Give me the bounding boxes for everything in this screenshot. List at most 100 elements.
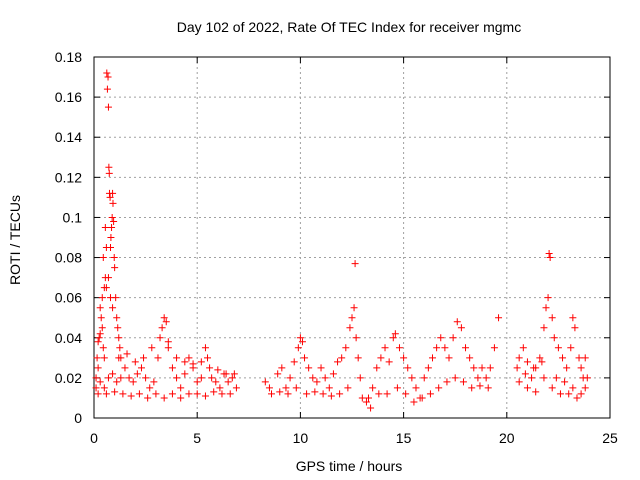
data-point bbox=[294, 344, 302, 352]
y-tick-label: 0.16 bbox=[55, 89, 82, 105]
data-point bbox=[292, 384, 300, 392]
data-point bbox=[561, 378, 569, 386]
data-point bbox=[381, 344, 389, 352]
data-point bbox=[581, 384, 589, 392]
data-point bbox=[550, 334, 558, 342]
data-point bbox=[391, 330, 399, 338]
data-point bbox=[181, 370, 189, 378]
data-point bbox=[193, 378, 201, 386]
data-point bbox=[476, 382, 484, 390]
data-point bbox=[329, 370, 337, 378]
data-point bbox=[232, 384, 240, 392]
data-point bbox=[548, 314, 556, 322]
data-point bbox=[206, 364, 214, 372]
data-point bbox=[201, 344, 209, 352]
data-point bbox=[577, 390, 585, 398]
data-point bbox=[96, 330, 104, 338]
data-point bbox=[193, 390, 201, 398]
data-point bbox=[197, 358, 205, 366]
data-point bbox=[274, 370, 282, 378]
data-point bbox=[375, 390, 383, 398]
x-tick-label: 5 bbox=[193, 430, 201, 446]
data-point bbox=[577, 364, 585, 372]
data-point bbox=[111, 388, 119, 396]
data-point bbox=[92, 384, 100, 392]
data-point bbox=[108, 223, 116, 231]
data-point bbox=[457, 324, 465, 332]
data-point bbox=[342, 344, 350, 352]
data-point bbox=[530, 364, 538, 372]
data-point bbox=[367, 404, 375, 412]
data-point bbox=[92, 374, 100, 382]
data-point bbox=[268, 390, 276, 398]
data-point bbox=[482, 374, 490, 382]
data-point bbox=[103, 69, 111, 77]
data-point bbox=[290, 358, 298, 366]
data-point bbox=[559, 354, 567, 362]
x-tick-label: 10 bbox=[293, 430, 309, 446]
data-point bbox=[459, 378, 467, 386]
data-point bbox=[140, 354, 148, 362]
data-point bbox=[528, 374, 536, 382]
data-point bbox=[107, 294, 115, 302]
data-point bbox=[554, 344, 562, 352]
data-point bbox=[218, 390, 226, 398]
data-point bbox=[567, 344, 575, 352]
data-point bbox=[538, 358, 546, 366]
data-point bbox=[95, 334, 103, 342]
data-point bbox=[150, 378, 158, 386]
data-point bbox=[424, 364, 432, 372]
data-point bbox=[532, 388, 540, 396]
data-point bbox=[189, 360, 197, 368]
y-tick-label: 0.18 bbox=[55, 49, 82, 65]
data-point bbox=[98, 324, 106, 332]
data-point bbox=[210, 388, 218, 396]
data-point bbox=[108, 213, 116, 221]
data-point bbox=[311, 388, 319, 396]
data-point bbox=[106, 193, 114, 201]
x-axis-label: GPS time / hours bbox=[296, 458, 403, 474]
data-point bbox=[109, 370, 117, 378]
y-tick-label: 0.12 bbox=[55, 169, 82, 185]
data-point bbox=[119, 390, 127, 398]
data-point bbox=[521, 370, 529, 378]
data-point bbox=[389, 334, 397, 342]
x-tick-label: 20 bbox=[499, 430, 515, 446]
data-point bbox=[107, 234, 115, 241]
data-point bbox=[523, 384, 531, 392]
data-point bbox=[131, 358, 139, 366]
data-point bbox=[350, 304, 358, 312]
data-point bbox=[100, 354, 108, 362]
data-point bbox=[573, 394, 581, 402]
data-point bbox=[298, 338, 306, 346]
data-point bbox=[468, 384, 476, 392]
data-point bbox=[435, 384, 443, 392]
data-point bbox=[160, 394, 168, 402]
grid-lines bbox=[94, 57, 610, 418]
data-point bbox=[441, 344, 449, 352]
data-point bbox=[208, 374, 216, 382]
data-point bbox=[348, 314, 356, 322]
data-point bbox=[544, 294, 552, 302]
data-point bbox=[412, 384, 420, 392]
data-point bbox=[393, 384, 401, 392]
y-tick-label: 0.1 bbox=[63, 209, 83, 225]
data-point bbox=[185, 390, 193, 398]
data-point bbox=[133, 370, 141, 378]
data-points bbox=[92, 69, 591, 412]
data-point bbox=[103, 85, 111, 93]
y-axis-label: ROTI / TECUs bbox=[7, 195, 23, 285]
data-point bbox=[286, 374, 294, 382]
data-point bbox=[495, 314, 503, 322]
data-point bbox=[146, 384, 154, 392]
data-point bbox=[453, 318, 461, 326]
data-point bbox=[513, 364, 521, 372]
data-point bbox=[216, 384, 224, 392]
data-point bbox=[303, 390, 311, 398]
data-point bbox=[109, 189, 117, 197]
data-point bbox=[351, 260, 359, 268]
data-point bbox=[296, 334, 304, 342]
data-point bbox=[571, 324, 579, 332]
y-tick-label: 0.04 bbox=[55, 330, 82, 346]
data-point bbox=[164, 344, 172, 352]
